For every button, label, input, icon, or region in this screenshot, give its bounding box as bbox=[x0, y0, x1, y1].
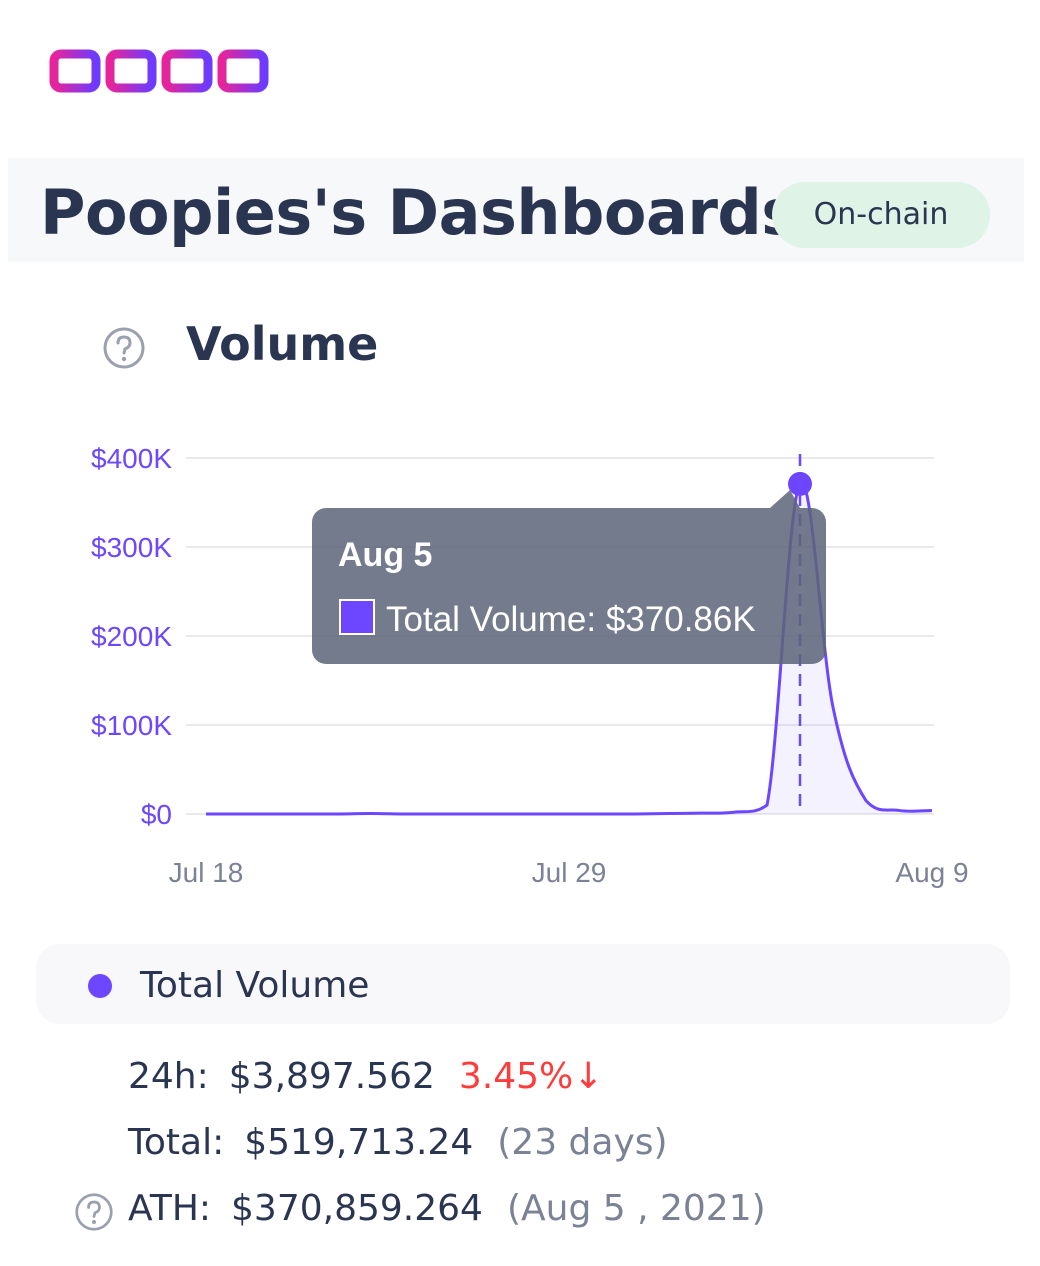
y-tick-label: $300K bbox=[91, 532, 172, 563]
tooltip-swatch bbox=[339, 599, 375, 635]
stat-ath: ATH: $370,859.264 (Aug 5 , 2021) bbox=[128, 1186, 766, 1232]
tooltip-pointer bbox=[770, 490, 800, 508]
stat-total-key: Total: bbox=[128, 1122, 225, 1163]
x-tick-label: Jul 18 bbox=[169, 857, 244, 888]
page-title: Poopies's Dashboards bbox=[40, 176, 798, 249]
dapp-logo bbox=[49, 20, 269, 120]
tooltip-box bbox=[312, 508, 826, 664]
stat-total-value: $519,713.24 bbox=[244, 1122, 474, 1163]
ath-help-icon[interactable] bbox=[74, 1192, 114, 1232]
x-tick-label: Aug 9 bbox=[895, 857, 968, 888]
stat-24h-key: 24h: bbox=[128, 1056, 209, 1097]
stat-ath-note: (Aug 5 , 2021) bbox=[506, 1188, 766, 1229]
stat-24h-value: $3,897.562 bbox=[228, 1056, 435, 1097]
stat-24h: 24h: $3,897.562 3.45%↓ bbox=[128, 1054, 603, 1100]
volume-chart[interactable]: $0 $100K $200K $300K $400K Jul 18 Jul 29 Aug 9 A… bbox=[0, 420, 1040, 900]
stat-ath-key: ATH: bbox=[128, 1188, 212, 1229]
stat-total: Total: $519,713.24 (23 days) bbox=[128, 1120, 668, 1166]
legend-label: Total Volume bbox=[140, 965, 370, 1006]
on-chain-badge[interactable]: On-chain bbox=[772, 182, 990, 248]
y-tick-label: $200K bbox=[91, 621, 172, 652]
y-tick-label: $100K bbox=[91, 710, 172, 741]
legend-dot-total-volume bbox=[88, 974, 112, 998]
stat-ath-value: $370,859.264 bbox=[231, 1188, 483, 1229]
section-title: Volume bbox=[186, 317, 379, 371]
y-tick-label: $0 bbox=[141, 799, 172, 830]
hover-point bbox=[788, 471, 812, 496]
stat-24h-change: 3.45%↓ bbox=[458, 1056, 604, 1097]
question-circle-icon[interactable] bbox=[102, 326, 146, 370]
x-tick-label: Jul 29 bbox=[532, 857, 607, 888]
stat-total-note: (23 days) bbox=[497, 1122, 668, 1163]
tooltip-title: Aug 5 bbox=[338, 536, 432, 574]
y-tick-label: $400K bbox=[91, 443, 172, 474]
tooltip-label: Total Volume: $370.86K bbox=[386, 600, 756, 639]
legend[interactable] bbox=[36, 944, 1010, 1024]
